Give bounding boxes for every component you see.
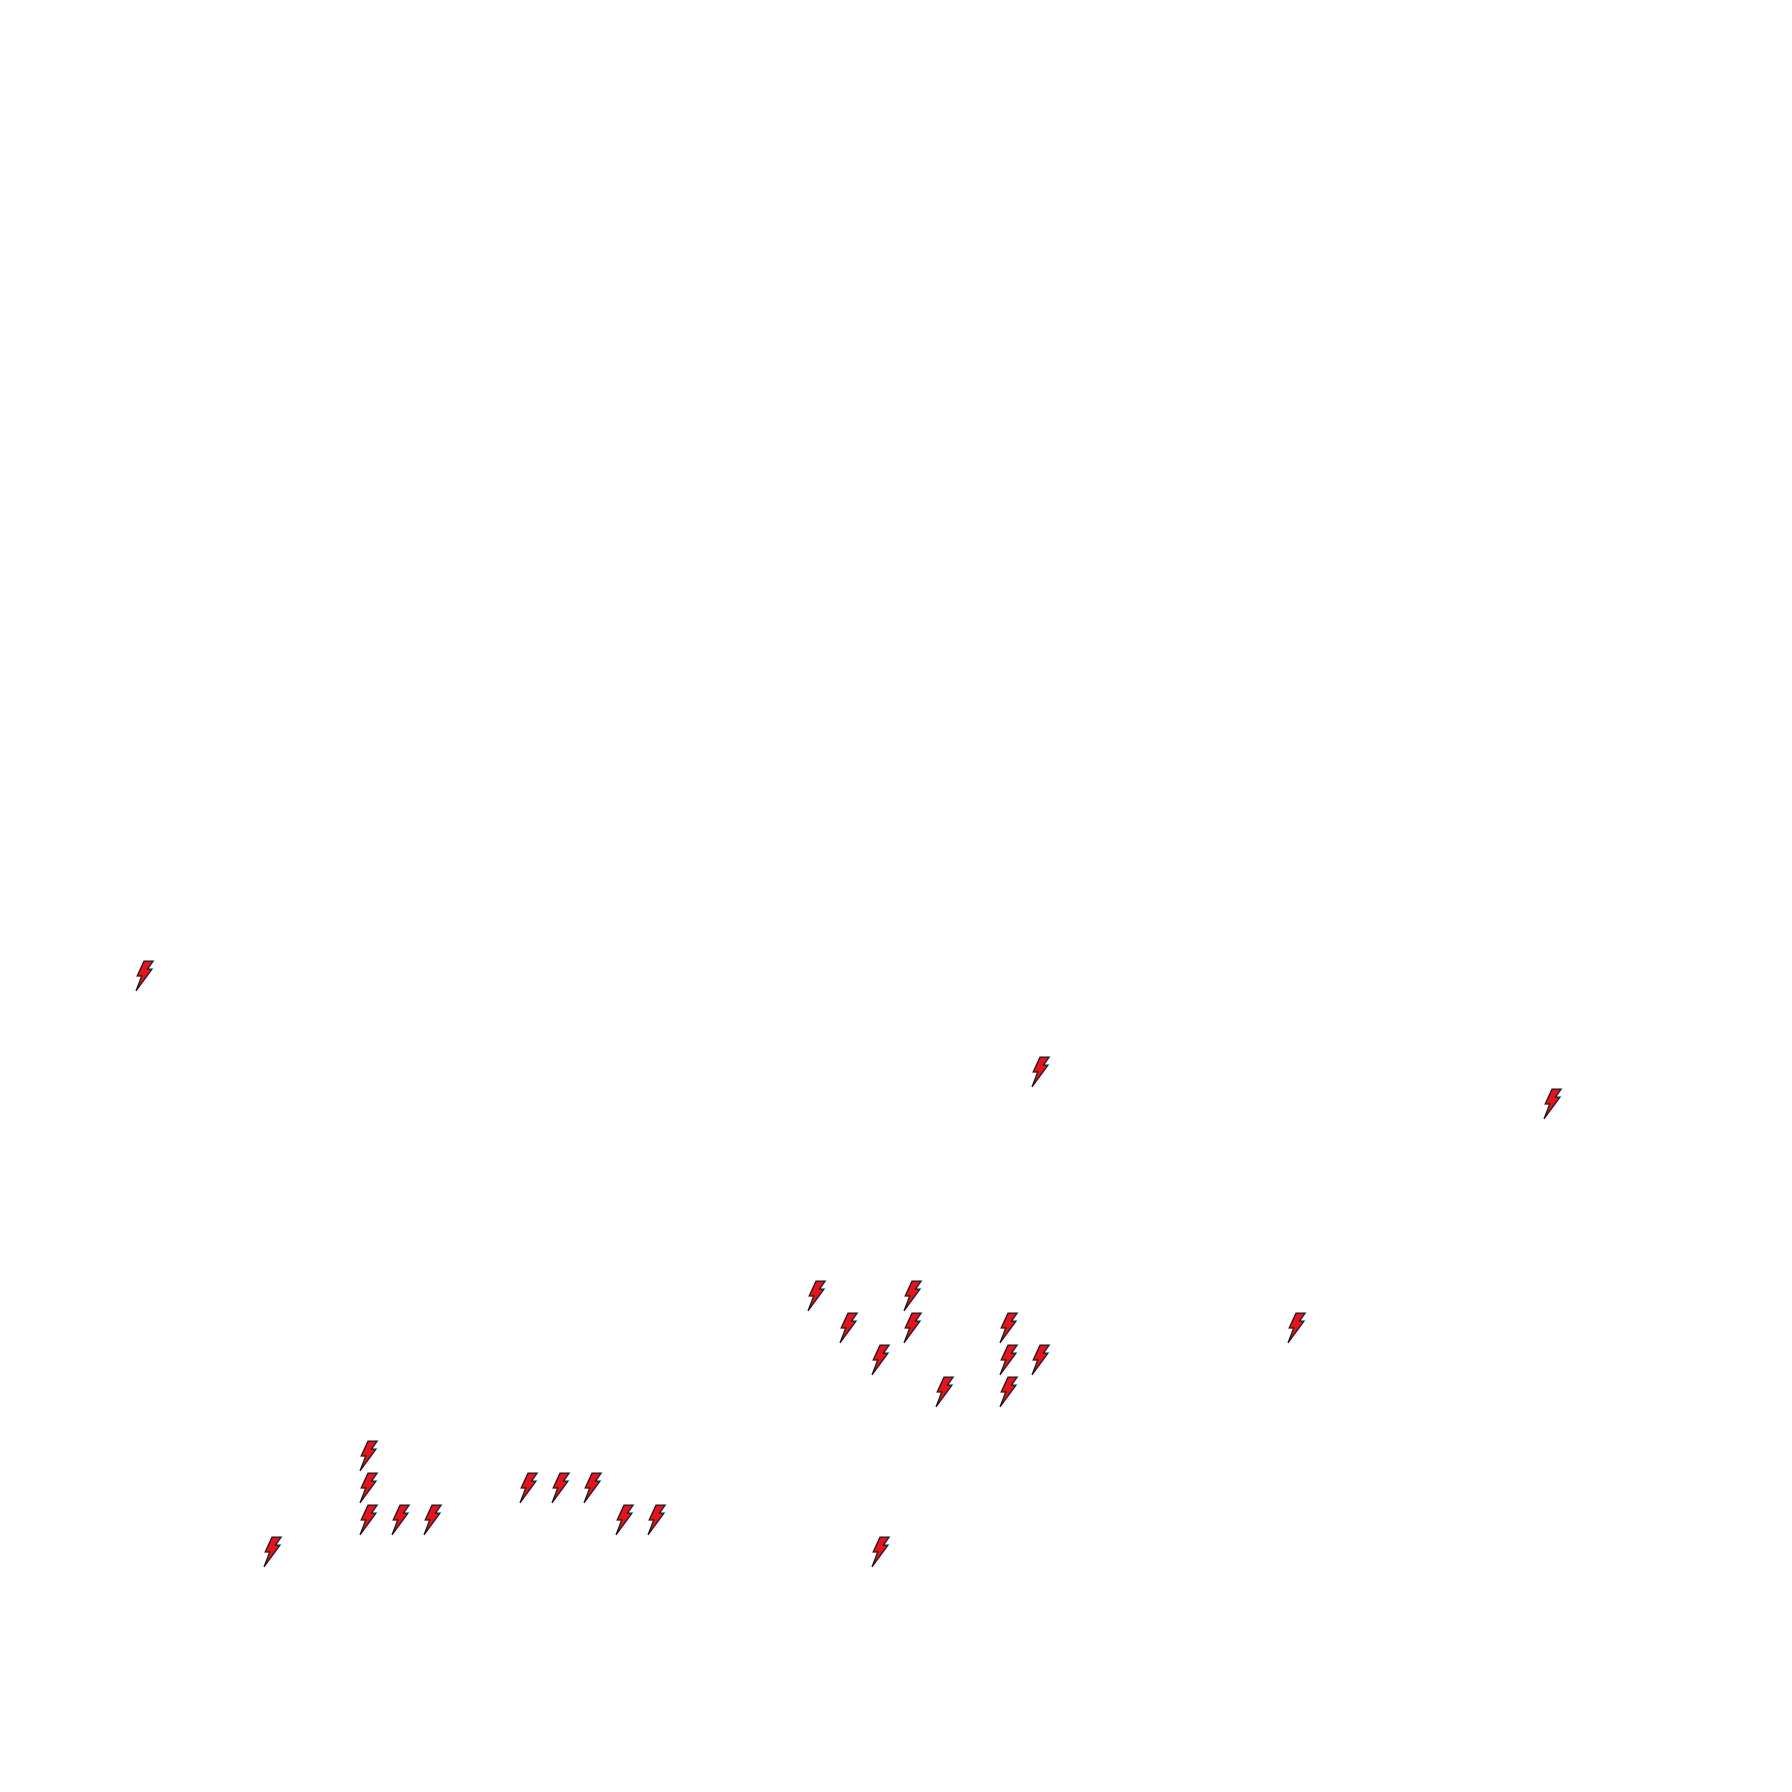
lightning-marker[interactable] xyxy=(583,1472,602,1504)
lightning-marker[interactable] xyxy=(999,1376,1018,1408)
lightning-marker[interactable] xyxy=(935,1376,954,1408)
lightning-marker[interactable] xyxy=(807,1280,826,1312)
lightning-marker[interactable] xyxy=(423,1504,442,1536)
lightning-marker[interactable] xyxy=(359,1504,378,1536)
lightning-marker[interactable] xyxy=(871,1344,890,1376)
lightning-marker[interactable] xyxy=(615,1504,634,1536)
lightning-marker[interactable] xyxy=(1031,1344,1050,1376)
lightning-marker[interactable] xyxy=(135,960,154,992)
lightning-marker[interactable] xyxy=(551,1472,570,1504)
lightning-marker[interactable] xyxy=(1287,1312,1306,1344)
lightning-marker[interactable] xyxy=(871,1536,890,1568)
marker-layer xyxy=(135,960,1562,1568)
lightning-marker[interactable] xyxy=(263,1536,282,1568)
lightning-marker[interactable] xyxy=(359,1472,378,1504)
lightning-marker[interactable] xyxy=(903,1280,922,1312)
lightning-marker[interactable] xyxy=(999,1344,1018,1376)
lightning-marker[interactable] xyxy=(1031,1056,1050,1088)
lightning-marker[interactable] xyxy=(647,1504,666,1536)
lightning-marker[interactable] xyxy=(903,1312,922,1344)
lightning-marker[interactable] xyxy=(839,1312,858,1344)
lightning-marker[interactable] xyxy=(519,1472,538,1504)
lightning-marker[interactable] xyxy=(391,1504,410,1536)
lightning-marker[interactable] xyxy=(1543,1088,1562,1120)
lightning-marker[interactable] xyxy=(999,1312,1018,1344)
lightning-marker[interactable] xyxy=(359,1440,378,1472)
